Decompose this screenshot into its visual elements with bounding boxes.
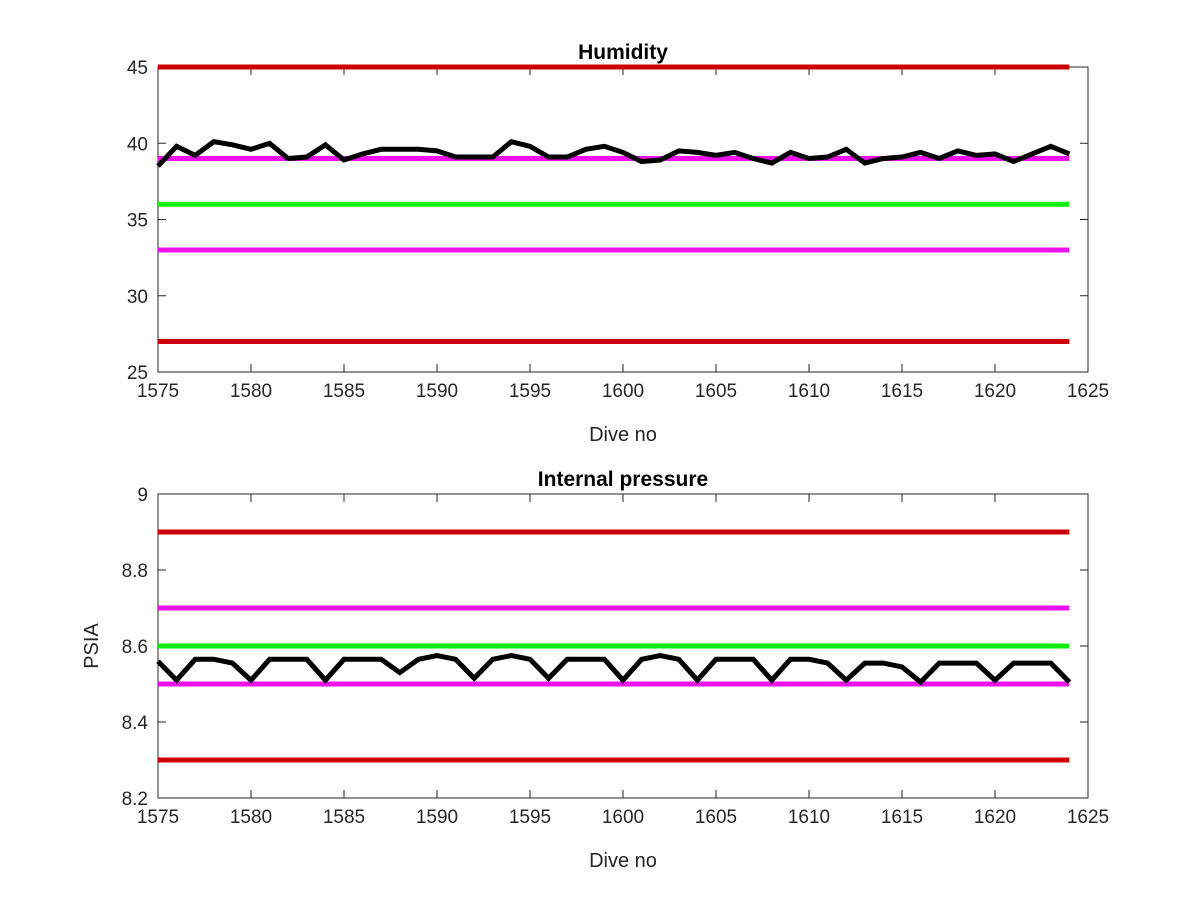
x-tick-label: 1620 xyxy=(974,807,1016,828)
y-tick-label: 8.4 xyxy=(122,713,149,734)
chart-title: Humidity xyxy=(578,41,668,64)
y-axis-label: PSIA xyxy=(81,623,103,669)
x-tick-label: 1590 xyxy=(416,807,458,828)
x-tick-label: 1625 xyxy=(1067,807,1109,828)
y-tick-label: 8.2 xyxy=(122,789,148,810)
data-series-line xyxy=(156,138,1071,168)
y-tick-label: 30 xyxy=(127,287,148,308)
x-tick-label: 1580 xyxy=(230,381,272,402)
y-tick-label: 45 xyxy=(127,58,148,79)
x-tick-label: 1600 xyxy=(602,807,644,828)
x-tick-label: 1610 xyxy=(788,381,830,402)
x-tick-label: 1585 xyxy=(323,807,365,828)
y-tick-label: 35 xyxy=(127,211,148,232)
y-tick-label: 8.8 xyxy=(122,561,148,582)
axes-frame xyxy=(157,66,1089,373)
chart-title: Internal pressure xyxy=(538,468,708,491)
x-tick-label: 1595 xyxy=(509,381,551,402)
x-tick-label: 1605 xyxy=(695,807,737,828)
y-tick-label: 9 xyxy=(137,485,148,506)
x-tick-label: 1585 xyxy=(323,381,365,402)
x-tick-label: 1615 xyxy=(881,381,923,402)
x-tick-label: 1605 xyxy=(695,381,737,402)
humidity-plot: 1575 1580 1585 1590 1595 1600 1605 1610 1615 1620… xyxy=(127,41,1109,446)
x-tick-label: 1575 xyxy=(137,807,179,828)
y-tick-label: 40 xyxy=(127,134,148,155)
x-axis-label: Dive no xyxy=(589,424,657,446)
internal-pressure-plot: 1575 1580 1585 1590 1595 1600 1605 1610 1615 1620… xyxy=(81,468,1109,872)
x-tick-label: 1595 xyxy=(509,807,551,828)
x-tick-label: 1600 xyxy=(602,381,644,402)
y-tick-label: 8.6 xyxy=(122,637,148,658)
x-axis-label: Dive no xyxy=(589,850,657,872)
x-tick-label: 1580 xyxy=(230,807,272,828)
x-tick-label: 1620 xyxy=(974,381,1016,402)
x-tick-label: 1610 xyxy=(788,807,830,828)
x-tick-label: 1575 xyxy=(137,381,179,402)
x-tick-label: 1615 xyxy=(881,807,923,828)
x-tick-label: 1590 xyxy=(416,381,458,402)
y-tick-label: 25 xyxy=(127,363,148,384)
x-tick-label: 1625 xyxy=(1067,381,1109,402)
data-series-line xyxy=(156,652,1072,686)
